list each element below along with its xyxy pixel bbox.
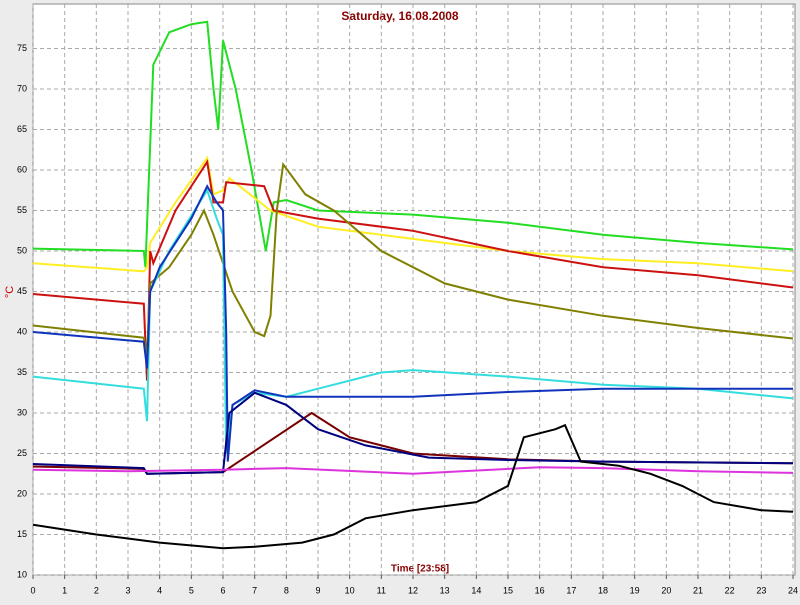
x-tick-label: 7 — [252, 585, 257, 595]
y-tick-label: 15 — [17, 529, 27, 539]
series-line — [32, 184, 793, 462]
x-tick-label: 19 — [630, 585, 640, 595]
y-tick-label: 60 — [17, 164, 27, 174]
y-tick-label: 35 — [17, 367, 27, 377]
y-tick-label: 30 — [17, 407, 27, 417]
x-tick-label: 18 — [598, 585, 608, 595]
x-tick-label: 11 — [377, 585, 386, 595]
series-line — [32, 159, 794, 381]
y-axis-label: °C — [4, 286, 16, 298]
x-tick-label: 5 — [189, 585, 194, 595]
x-tick-label: 23 — [756, 585, 766, 595]
x-tick-label: 8 — [284, 585, 289, 595]
y-tick-label: 70 — [17, 83, 27, 93]
y-tick-label: 65 — [17, 124, 27, 134]
plot-area — [32, 3, 796, 576]
series-line — [32, 466, 794, 475]
y-tick-label: 10 — [17, 569, 27, 579]
y-tick-label: 25 — [17, 448, 27, 458]
x-tick-label: 14 — [471, 585, 481, 595]
y-tick-label: 55 — [17, 205, 27, 215]
x-tick-label: 10 — [345, 585, 355, 595]
x-tick-label: 9 — [315, 585, 320, 595]
x-tick-label: 4 — [157, 585, 162, 595]
y-tick-label: 40 — [17, 326, 27, 336]
x-tick-label: 17 — [566, 585, 576, 595]
x-tick-label: 12 — [408, 585, 418, 595]
x-tick-label: 0 — [30, 585, 35, 595]
y-tick-label: 75 — [17, 43, 27, 53]
series-line — [32, 161, 794, 357]
x-tick-label: 15 — [503, 585, 513, 595]
x-tick-label: 21 — [693, 585, 703, 595]
x-tick-label: 16 — [535, 585, 545, 595]
x-tick-label: 6 — [220, 585, 225, 595]
y-tick-label: 50 — [17, 245, 27, 255]
y-tick-label: 45 — [17, 286, 27, 296]
chart-title: Saturday, 16.08.2008 — [341, 9, 459, 23]
x-tick-label: 22 — [725, 585, 735, 595]
x-axis-label: Time [23:58] — [391, 564, 449, 575]
x-tick-label: 3 — [125, 585, 130, 595]
x-tick-label: 1 — [62, 585, 67, 595]
x-tick-label: 13 — [440, 585, 450, 595]
x-tick-label: 2 — [94, 585, 99, 595]
x-tick-label: 24 — [788, 585, 798, 595]
series-line — [32, 391, 794, 475]
y-tick-label: 20 — [17, 488, 27, 498]
series-line — [32, 20, 794, 268]
x-tick-label: 20 — [661, 585, 671, 595]
series-line — [32, 423, 794, 550]
